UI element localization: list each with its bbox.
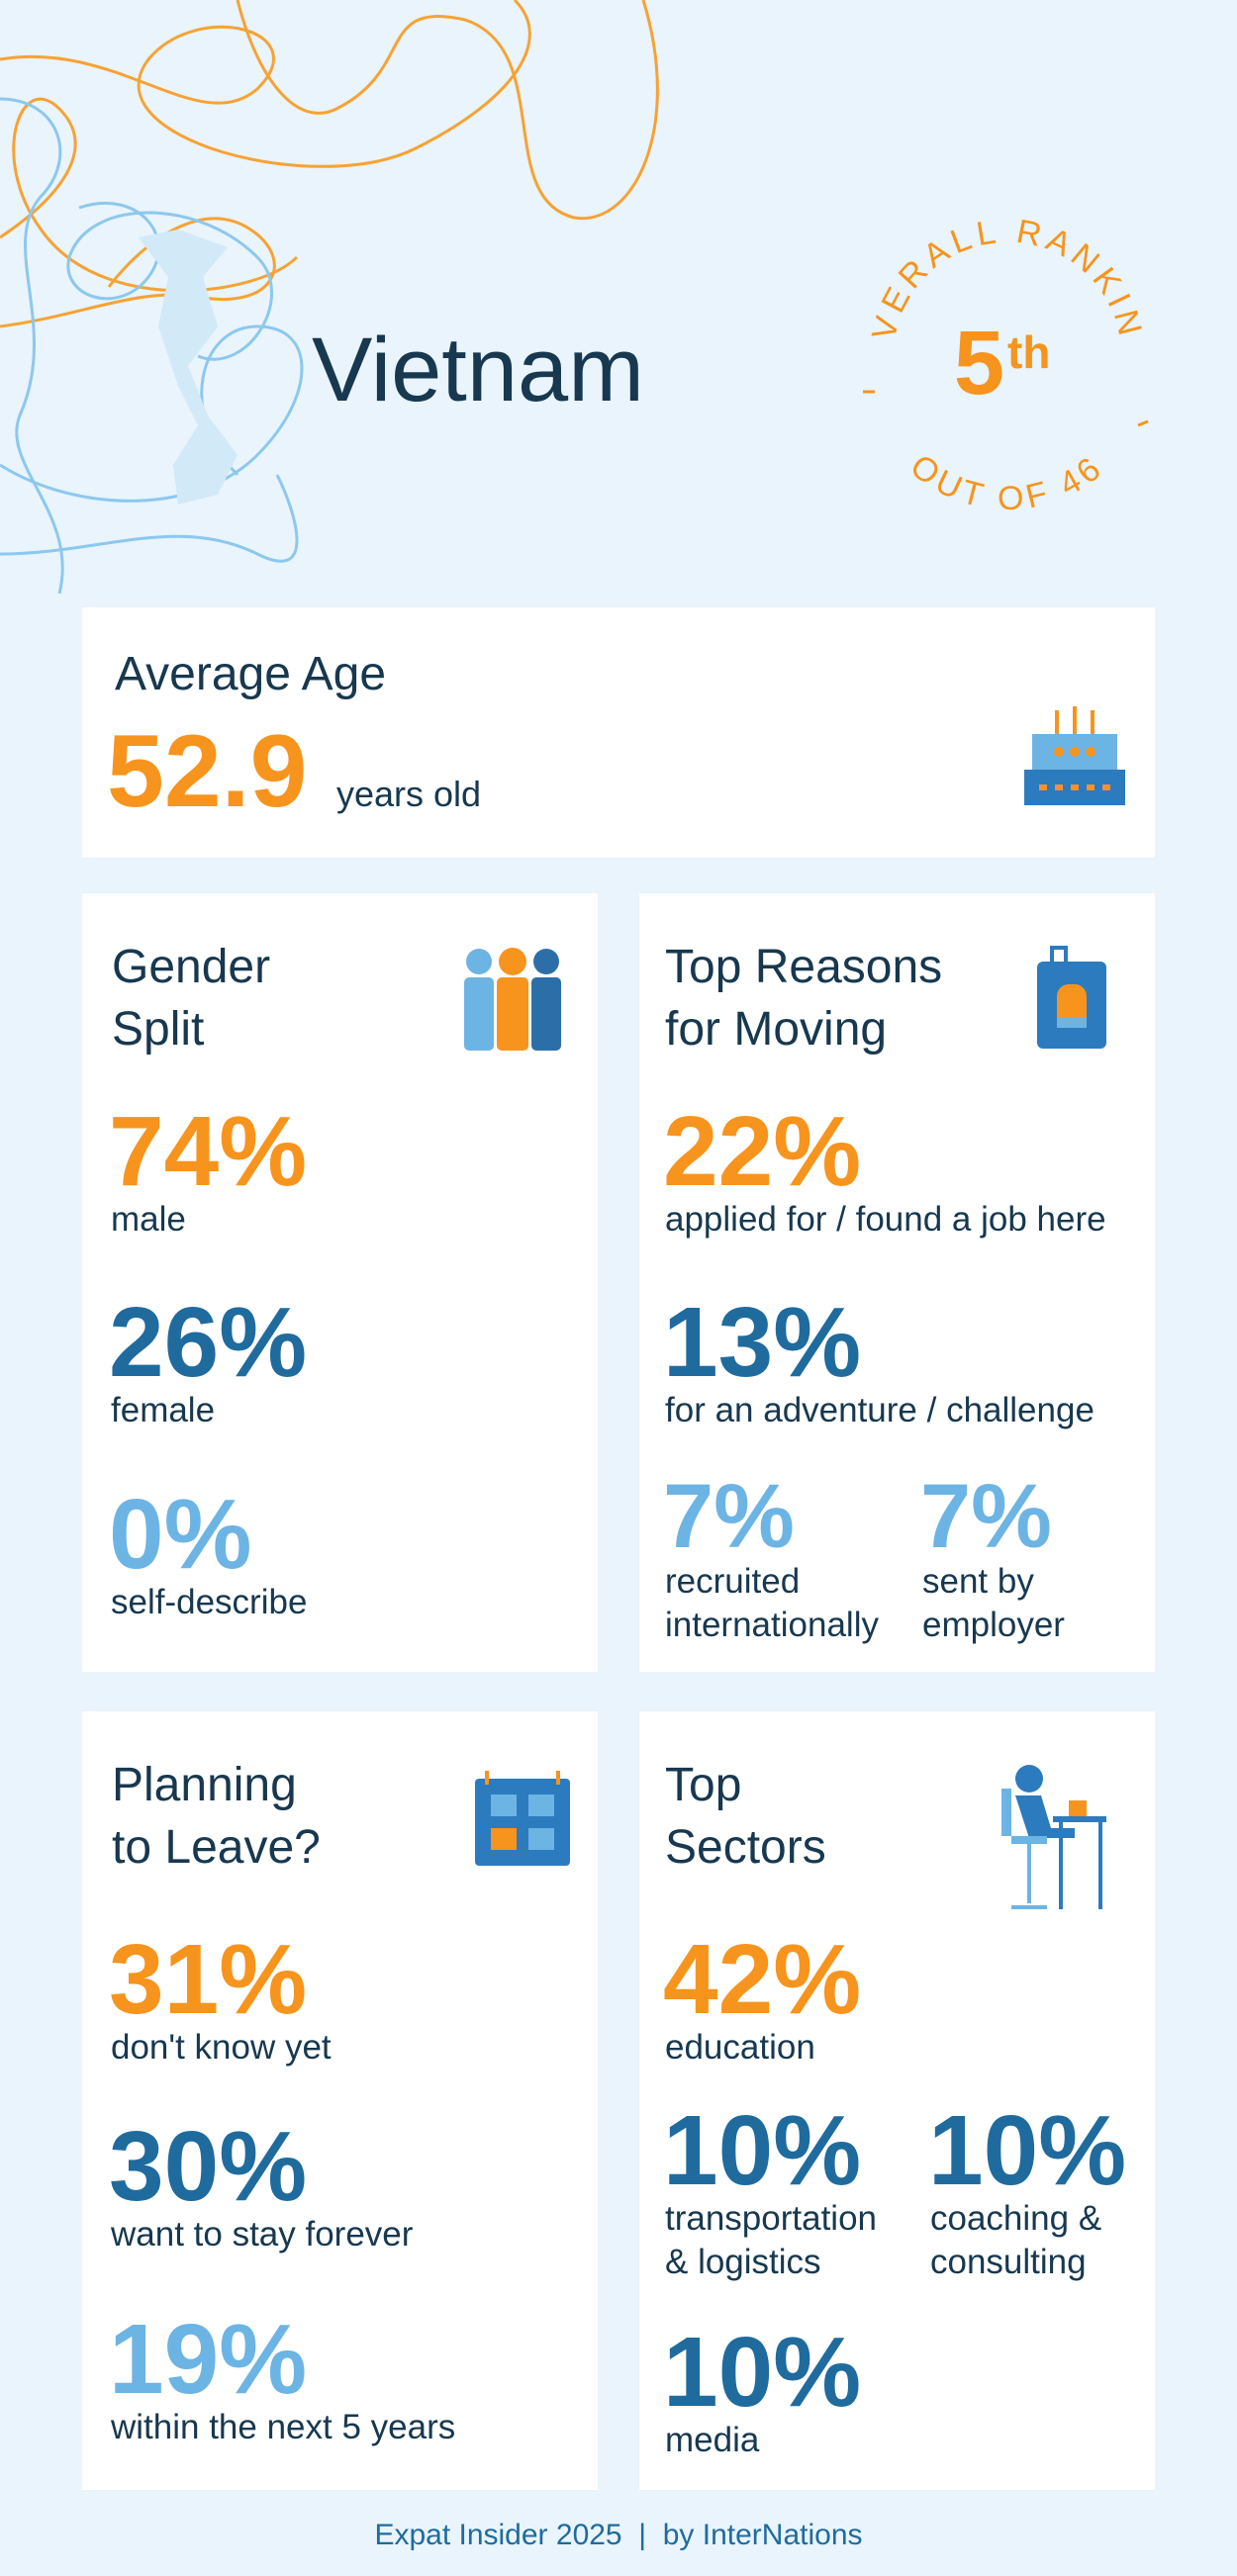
item-label: recruited	[665, 1562, 800, 1601]
item-label: education	[665, 2028, 815, 2067]
big-number: 42%	[663, 1924, 861, 2035]
card-title: Planning	[112, 1759, 297, 1811]
big-number: 10%	[663, 2317, 861, 2428]
ranking-suffix: th	[1007, 326, 1050, 378]
calendar-icon	[475, 1771, 570, 1866]
item-label: & logistics	[665, 2243, 821, 2281]
item-label: consulting	[930, 2243, 1087, 2281]
card-title: Gender	[112, 941, 270, 993]
item-label: self-describe	[111, 1583, 307, 1621]
page-title: Vietnam	[312, 320, 644, 420]
item-label: want to stay forever	[110, 2215, 414, 2254]
item-label: within the next 5 years	[110, 2408, 455, 2446]
card-title: Top	[665, 1759, 741, 1811]
big-number: 19%	[109, 2304, 307, 2415]
big-number: 10%	[928, 2095, 1126, 2206]
ranking-total: OUT OF 46	[904, 447, 1111, 518]
ranking-ring	[863, 390, 1149, 427]
card-title: Split	[112, 1003, 204, 1056]
big-number: 74%	[109, 1096, 307, 1207]
cake-icon	[1024, 706, 1125, 805]
item-label: sent by	[922, 1562, 1034, 1601]
decoration	[0, 0, 659, 595]
item-label: coaching &	[930, 2199, 1101, 2238]
people-icon	[464, 948, 561, 1051]
big-number: 26%	[109, 1287, 307, 1398]
big-number: 52.9	[107, 714, 307, 829]
item-label: employer	[922, 1606, 1065, 1644]
big-number: 7%	[920, 1466, 1052, 1567]
card-sectors	[639, 1711, 1155, 2490]
item-label: female	[111, 1391, 215, 1429]
big-number: 22%	[663, 1096, 861, 1207]
ranking-rank: 5	[954, 313, 1004, 414]
card-title: for Moving	[665, 1003, 887, 1056]
desk-icon	[1001, 1765, 1106, 1909]
big-number: 30%	[109, 2111, 307, 2222]
card-title: to Leave?	[112, 1821, 321, 1874]
card-title: Top Reasons	[665, 941, 942, 993]
card-title: Sectors	[665, 1821, 826, 1874]
cards	[82, 607, 1155, 2490]
footer: Expat Insider 2025 | by InterNations	[374, 2519, 862, 2551]
ranking-total-path: OUT OF 46	[904, 447, 1106, 518]
item-label: don't know yet	[111, 2028, 332, 2067]
item-label: male	[111, 1200, 186, 1239]
card-title: Average Age	[115, 648, 386, 700]
luggage-icon	[1037, 946, 1106, 1049]
big-number: 0%	[109, 1479, 252, 1590]
big-number: 10%	[663, 2095, 861, 2206]
item-label: media	[665, 2421, 760, 2459]
card-average-age	[82, 607, 1155, 858]
item-label: transportation	[665, 2199, 877, 2238]
item-label: for an adventure / challenge	[665, 1391, 1094, 1429]
item-label: internationally	[665, 1606, 879, 1644]
item-label: applied for / found a job here	[665, 1200, 1106, 1239]
big-number: 13%	[663, 1287, 861, 1398]
big-number: 31%	[109, 1924, 307, 2035]
unit-label: years old	[336, 774, 481, 814]
big-number: 7%	[663, 1466, 795, 1567]
